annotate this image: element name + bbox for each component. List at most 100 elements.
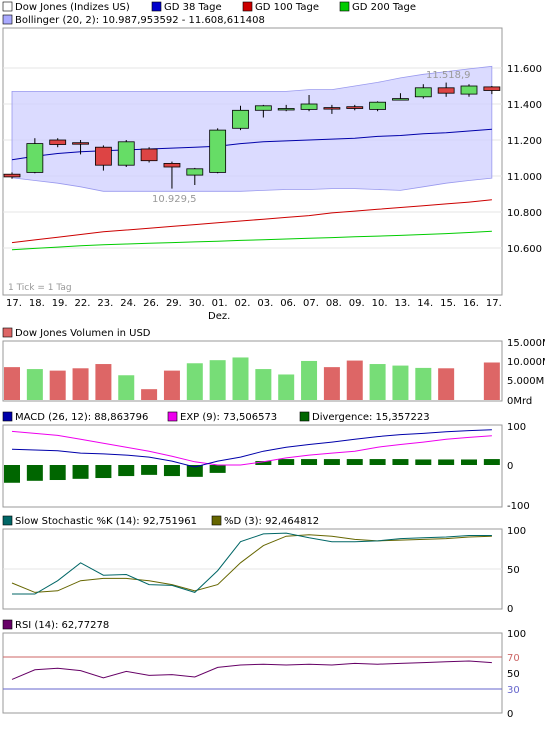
stoch-y-axis: 100 50 0 — [507, 526, 526, 615]
divergence-bar — [255, 461, 272, 465]
volume-legend-swatch — [2, 327, 13, 338]
main-y-axis: 11.600 11.400 11.200 11.000 10.800 10.60… — [507, 64, 542, 255]
divergence-bar — [4, 465, 20, 483]
volume-y-tick: 15.000Mrd — [507, 338, 545, 349]
stoch-d-legend-swatch — [211, 515, 222, 526]
x-tick-label: 09. — [349, 298, 365, 309]
volume-bar — [95, 364, 112, 400]
legend-swatch-gd100 — [242, 1, 253, 12]
gd200-line — [11, 230, 492, 251]
candle-body — [140, 148, 158, 162]
x-tick-label: 22. — [75, 298, 91, 309]
x-tick-label: 29. — [166, 298, 182, 309]
candle-body — [254, 105, 272, 111]
stoch-k-legend: Slow Stochastic %K (14): 92,751961 — [15, 516, 197, 527]
stoch-y-tick: 100 — [507, 526, 526, 537]
volume-bar — [369, 364, 386, 400]
candle-body — [300, 103, 318, 110]
x-tick-label: 17. — [6, 298, 22, 309]
candle-body — [26, 143, 44, 173]
legend-swatch-bollinger — [2, 14, 13, 25]
volume-bar — [209, 360, 226, 400]
x-tick-label: 23. — [97, 298, 113, 309]
volume-bar — [232, 357, 249, 400]
annotation-high: 11.518,9 — [426, 70, 471, 81]
main-legend: Dow Jones (Indizes US) GD 38 Tage GD 100… — [2, 1, 416, 26]
legend-gd200: GD 200 Tage — [352, 2, 416, 13]
divergence-bar — [26, 465, 43, 481]
candle-body — [49, 139, 67, 145]
volume-bar — [346, 360, 363, 400]
x-tick-label: 15. — [440, 298, 456, 309]
rsi-line — [11, 660, 492, 680]
candle-body — [414, 87, 432, 98]
macd-y-axis: 100 0 -100 — [507, 422, 530, 512]
month-label: Dez. — [208, 311, 230, 322]
gd100-line — [11, 199, 492, 244]
candle-body — [277, 108, 295, 111]
legend-swatch-gd38 — [151, 1, 162, 12]
x-tick-label: 30. — [189, 298, 205, 309]
rsi-panel-frame — [2, 632, 503, 714]
volume-bar — [301, 360, 318, 400]
volume-bar — [415, 367, 432, 400]
divergence-bar — [369, 459, 386, 465]
rsi-y-axis: 100 70 50 30 0 — [507, 629, 526, 720]
divergence-bar — [72, 465, 89, 479]
candles — [3, 82, 501, 189]
macd-y-tick: 100 — [507, 422, 526, 433]
divergence-bar — [346, 459, 363, 465]
divergence-bar — [186, 465, 203, 477]
macd-y-tick: -100 — [507, 501, 530, 512]
rsi-legend-swatch — [2, 619, 13, 630]
candle-body — [460, 85, 478, 95]
divergence-legend: Divergence: 15,357223 — [312, 412, 430, 423]
stoch-d-line — [11, 534, 492, 593]
x-tick-label: 03. — [257, 298, 273, 309]
divergence-bar — [163, 465, 180, 477]
stoch-y-tick: 50 — [507, 565, 520, 576]
divergence-bar — [141, 465, 158, 475]
divergence-bar — [49, 465, 66, 481]
stoch-k-legend-swatch — [2, 515, 13, 526]
candle-body — [3, 173, 21, 178]
x-axis-labels: 17. 18. 19. 22. 23. 24. 26. 29. 30. 01. 02. 03. 06. 0… — [6, 298, 502, 309]
divergence-bar — [415, 459, 432, 465]
candle-body — [209, 129, 227, 173]
main-y-tick: 11.200 — [507, 136, 542, 147]
stoch-y-tick: 0 — [507, 604, 513, 615]
x-tick-label: 17. — [486, 298, 502, 309]
divergence-bar — [278, 459, 295, 465]
divergence-bar — [95, 465, 112, 479]
rsi-y-tick: 100 — [507, 629, 526, 640]
legend-gd38: GD 38 Tage — [164, 2, 222, 13]
macd-legend: MACD (26, 12): 88,863796 — [15, 412, 148, 423]
x-tick-label: 06. — [280, 298, 296, 309]
x-tick-label: 24. — [120, 298, 136, 309]
volume-bar — [163, 370, 180, 400]
divergence-bars — [4, 459, 500, 483]
annotation-low: 10.929,5 — [152, 194, 197, 205]
exp-line — [11, 430, 492, 466]
rsi-y-tick-30: 30 — [507, 685, 520, 696]
volume-bar — [255, 369, 272, 400]
x-tick-label: 18. — [29, 298, 45, 309]
gd38-line — [11, 128, 492, 161]
candle-body — [346, 106, 364, 109]
x-tick-label: 07. — [303, 298, 319, 309]
volume-bar — [278, 374, 295, 400]
divergence-legend-swatch — [299, 411, 310, 422]
x-tick-label: 14. — [417, 298, 433, 309]
candle-body — [163, 162, 181, 168]
main-y-tick: 11.400 — [507, 100, 542, 111]
candle-body — [323, 107, 341, 110]
legend-bollinger: Bollinger (20, 2): 10.987,953592 - 11.60… — [15, 15, 265, 26]
x-tick-label: 01. — [212, 298, 228, 309]
candle-body — [369, 101, 387, 110]
x-tick-label: 13. — [394, 298, 410, 309]
volume-y-tick: 5.000Mrd — [507, 376, 545, 387]
legend-swatch-gd200 — [339, 1, 350, 12]
volume-bar — [392, 365, 409, 400]
rsi-y-tick: 0 — [507, 709, 513, 720]
